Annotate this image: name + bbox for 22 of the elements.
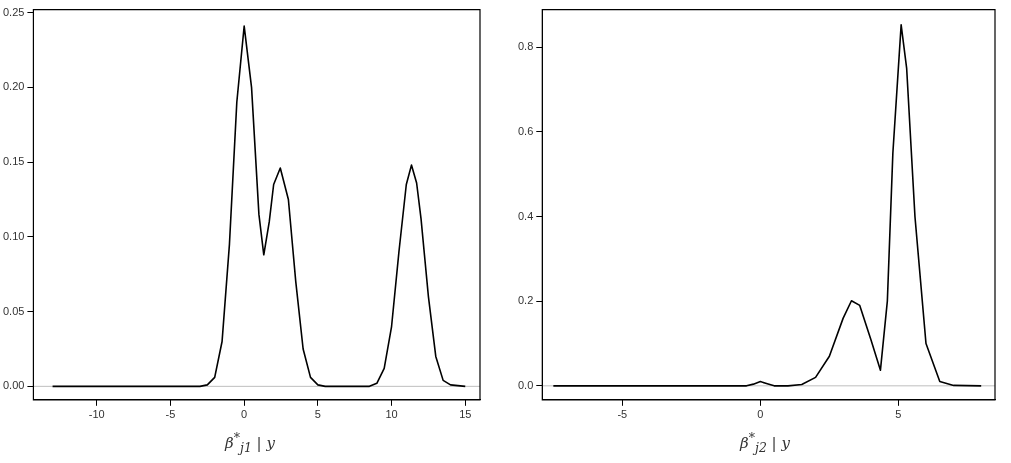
x-tick-label: 15 [459, 408, 472, 421]
y-tick-label: 0.10 [2, 229, 25, 242]
y-tick-label: 0.6 [517, 124, 534, 137]
y-tick-label: 0.0 [517, 378, 534, 391]
x-tick-label: -5 [617, 408, 628, 421]
y-tick-label: 0.15 [2, 155, 25, 168]
x-tick-label: 10 [385, 408, 398, 421]
x-tick-label: -10 [88, 408, 105, 421]
x-tick-label: 5 [314, 408, 321, 421]
y-tick-label: 0.25 [2, 5, 25, 18]
y-tick-label: 0.20 [2, 80, 25, 93]
y-tick-label: 0.05 [2, 304, 25, 317]
x-axis-title: β$^{*}$$_{j1}$ | y [223, 430, 276, 455]
y-tick-label: 0.00 [2, 379, 25, 392]
y-tick-label: 0.8 [517, 40, 534, 53]
x-axis-title: β$^{*}$$_{j2}$ | y [738, 430, 791, 455]
x-tick-label: 5 [895, 408, 902, 421]
x-tick-label: 0 [757, 408, 764, 421]
x-tick-label: -5 [165, 408, 176, 421]
y-tick-label: 0.2 [517, 294, 534, 307]
x-tick-label: 0 [241, 408, 248, 421]
y-tick-label: 0.4 [517, 209, 534, 222]
